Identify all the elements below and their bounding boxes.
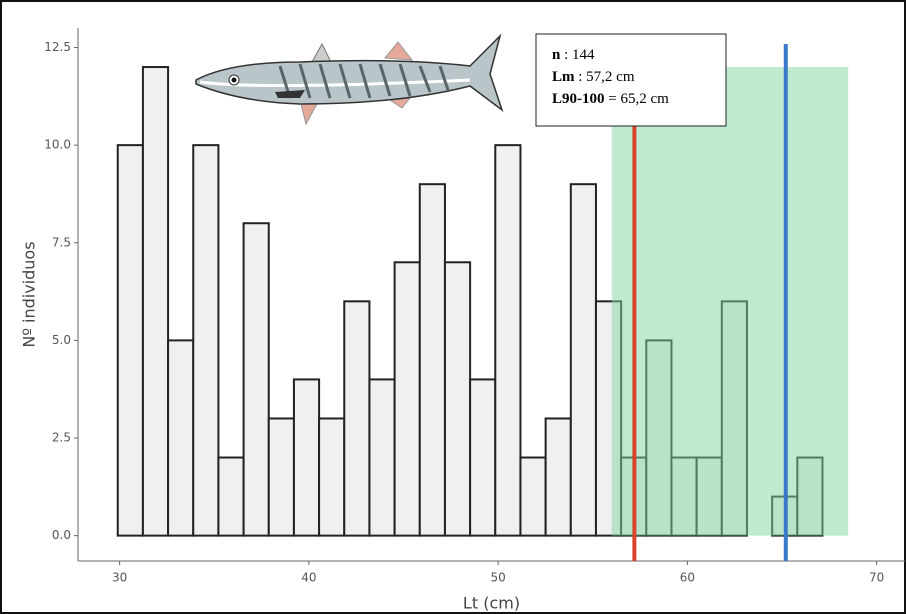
annotation-key: n bbox=[552, 47, 561, 63]
bar bbox=[494, 144, 522, 537]
x-tick-label: 30 bbox=[112, 571, 127, 585]
x-tick-label: 40 bbox=[301, 571, 316, 585]
bar bbox=[443, 261, 472, 537]
annotation-line: n : 144 bbox=[552, 47, 595, 63]
bar bbox=[242, 222, 270, 537]
bar bbox=[217, 456, 245, 537]
bar bbox=[192, 144, 220, 537]
y-axis-label: Nº individuos bbox=[20, 241, 39, 347]
x-tick-label: 50 bbox=[490, 571, 505, 585]
plot-area: 0.0 2.5 5.0 7.5 10.0 12.5 30 40 50 60 70 Lt (cm) Nº … bbox=[20, 28, 905, 613]
y-tick-label: 0.0 bbox=[52, 528, 71, 542]
annotation-key: Lm bbox=[552, 69, 575, 85]
bar bbox=[519, 456, 547, 537]
y-tick-label: 12.5 bbox=[44, 40, 71, 54]
annotation-value: : 57,2 cm bbox=[575, 69, 635, 85]
annotation-key: L90-100 bbox=[552, 91, 605, 107]
bar bbox=[116, 144, 144, 537]
x-tick-label: 70 bbox=[869, 571, 884, 585]
bar bbox=[318, 417, 346, 537]
bar bbox=[343, 300, 371, 537]
bar bbox=[393, 261, 421, 537]
bar bbox=[469, 378, 497, 537]
annotation: n : 144 Lm : 57,2 cm L90-100 = 65,2 cm bbox=[552, 47, 669, 107]
annotation-value: = 65,2 cm bbox=[605, 91, 670, 107]
bar bbox=[418, 183, 446, 537]
x-axis-label: Lt (cm) bbox=[463, 594, 520, 613]
annotation-line: L90-100 = 65,2 cm bbox=[552, 91, 669, 107]
bar bbox=[569, 183, 597, 537]
annotation-line: Lm : 57,2 cm bbox=[552, 69, 635, 85]
annotation-value: : 144 bbox=[560, 47, 595, 63]
y-tick-label: 7.5 bbox=[52, 235, 71, 249]
bar bbox=[292, 378, 321, 537]
bar bbox=[368, 378, 396, 537]
y-tick-label: 2.5 bbox=[52, 431, 71, 445]
y-tick-label: 10.0 bbox=[44, 138, 71, 152]
fish-illustration bbox=[195, 33, 504, 126]
annotation-box bbox=[535, 33, 727, 127]
bar bbox=[167, 339, 195, 537]
bar bbox=[141, 66, 170, 537]
y-tick-label: 5.0 bbox=[52, 333, 71, 347]
highlight-span bbox=[611, 67, 849, 536]
bar bbox=[267, 417, 295, 537]
bar bbox=[544, 417, 572, 537]
x-tick-label: 60 bbox=[680, 571, 695, 585]
